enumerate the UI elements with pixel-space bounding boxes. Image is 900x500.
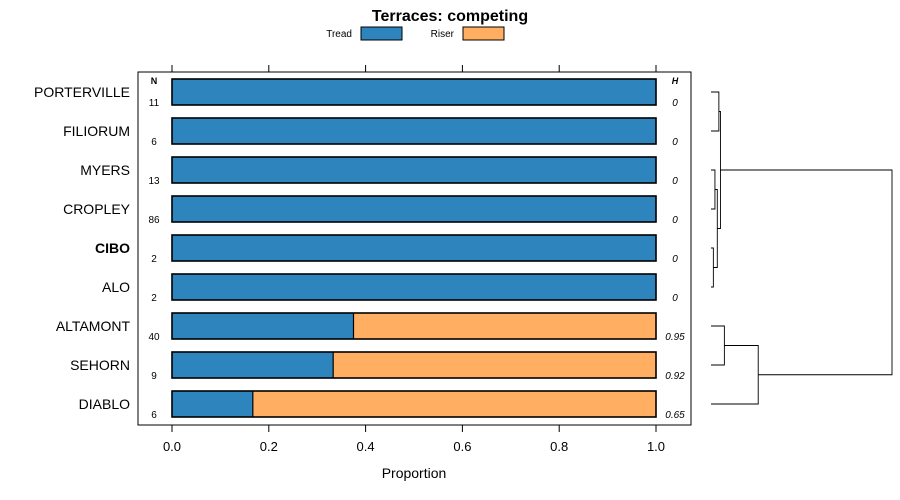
h-value: 0 <box>672 137 678 148</box>
legend-swatch-riser <box>462 26 505 41</box>
category-label: ALTAMONT <box>56 318 131 334</box>
category-label: CROPLEY <box>63 201 131 217</box>
h-header: H <box>672 76 679 86</box>
dendrogram-branch <box>711 91 720 132</box>
bar-tread <box>172 313 354 339</box>
n-value: 13 <box>148 176 160 187</box>
h-value: 0.65 <box>665 410 685 421</box>
bar-tread <box>172 352 334 378</box>
dendrogram-branch <box>711 345 759 405</box>
category-label: ALO <box>102 279 130 295</box>
bar-tread <box>172 196 656 222</box>
chart-title: Terraces: competing <box>372 8 528 25</box>
h-value: 0.95 <box>665 332 685 343</box>
bar-outline <box>171 117 657 145</box>
bar-outline <box>171 78 657 106</box>
category-label: SEHORN <box>70 357 130 373</box>
n-value: 2 <box>151 254 157 265</box>
x-axis-label: Proportion <box>382 465 447 481</box>
bar-tread <box>172 391 253 417</box>
bar-outline <box>171 234 657 262</box>
bar-riser <box>333 352 656 378</box>
bar-rows: PORTERVILLE 11 0 FILIORUM 6 0 MYERS 13 0 CROPLEY 8… <box>34 78 685 421</box>
x-tick-label: 0.0 <box>163 439 181 454</box>
dendrogram-branch <box>711 247 714 288</box>
category-label: PORTERVILLE <box>34 84 130 100</box>
x-tick-label: 0.4 <box>357 439 375 454</box>
n-value: 86 <box>148 215 160 226</box>
plot-panel <box>137 71 692 426</box>
h-value: 0 <box>672 176 678 187</box>
legend-label-riser: Riser <box>431 29 455 40</box>
bar-outline <box>171 156 657 184</box>
legend: Tread Riser <box>326 26 505 41</box>
bar-outline <box>171 195 657 223</box>
bar-outline <box>171 312 657 340</box>
n-value: 9 <box>151 371 157 382</box>
dendrogram-branch <box>711 169 716 210</box>
bar-tread <box>172 79 656 105</box>
category-label: FILIORUM <box>63 123 130 139</box>
x-tick-label: 0.8 <box>550 439 568 454</box>
n-value: 11 <box>149 98 160 109</box>
bar-tread <box>172 118 656 144</box>
category-label: DIABLO <box>79 396 130 412</box>
bar-outline <box>171 351 657 379</box>
h-value: 0 <box>672 254 678 265</box>
bar-tread <box>172 274 656 300</box>
x-axis: 0.0 0.2 0.4 0.6 0.8 1.0 <box>163 65 665 454</box>
x-tick-label: 1.0 <box>647 439 665 454</box>
n-value: 2 <box>151 293 157 304</box>
bar-outline <box>171 273 657 301</box>
bar-tread <box>172 235 656 261</box>
bar-outline <box>171 390 657 418</box>
category-label: MYERS <box>80 162 130 178</box>
dendrogram-branch <box>711 325 725 366</box>
h-value: 0 <box>672 215 678 226</box>
bar-riser <box>353 313 656 339</box>
h-value: 0.92 <box>665 371 685 382</box>
h-value: 0 <box>672 98 678 109</box>
legend-label-tread: Tread <box>326 29 352 40</box>
x-tick-label: 0.6 <box>453 439 471 454</box>
x-tick-label: 0.2 <box>260 439 278 454</box>
legend-swatch-tread <box>360 26 403 41</box>
bar-riser <box>252 391 656 417</box>
n-value: 40 <box>148 332 160 343</box>
n-value: 6 <box>151 137 157 148</box>
bar-tread <box>172 157 656 183</box>
h-value: 0 <box>672 293 678 304</box>
n-header: N <box>151 76 158 86</box>
dendrogram <box>711 91 893 405</box>
dendrogram-branch <box>717 111 721 229</box>
n-value: 6 <box>151 410 157 421</box>
dendrogram-branch <box>720 169 893 376</box>
category-label: CIBO <box>95 240 130 256</box>
